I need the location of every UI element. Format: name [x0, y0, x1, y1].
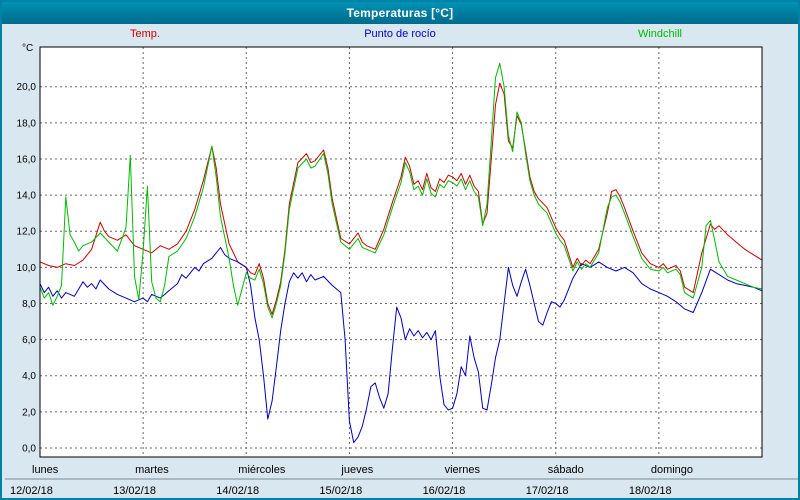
y-tick-label: 18,0	[17, 118, 37, 129]
chart-legend: Temp. Punto de rocío Windchill	[2, 28, 798, 44]
x-day-name: jueves	[340, 464, 373, 476]
x-day-name: domingo	[651, 464, 693, 476]
y-tick-label: 2,0	[22, 407, 36, 418]
y-tick-label: 0,0	[22, 443, 36, 454]
y-axis-unit-label: °C	[22, 43, 33, 54]
x-day-date: 16/02/18	[423, 485, 466, 497]
y-tick-label: 4,0	[22, 371, 36, 382]
series-line-1	[39, 247, 763, 444]
y-tick-label: 20,0	[17, 82, 37, 93]
x-day-date: 18/02/18	[629, 485, 672, 497]
x-day-name: martes	[135, 464, 169, 476]
x-day-date: 14/02/18	[216, 485, 259, 497]
x-day-name: viernes	[445, 464, 481, 476]
y-tick-label: 14,0	[17, 191, 37, 202]
x-day-name: sábado	[548, 464, 584, 476]
y-tick-label: 12,0	[17, 227, 37, 238]
legend-windchill: Windchill	[637, 28, 682, 40]
series-line-0	[39, 82, 763, 315]
x-day-date: 15/02/18	[319, 485, 362, 497]
legend-temp: Temp.	[130, 28, 160, 40]
plot-border	[39, 46, 763, 458]
y-tick-label: 10,0	[17, 263, 37, 274]
x-day-name: lunes	[32, 464, 59, 476]
window-title: Temperaturas [°C]	[2, 2, 798, 24]
legend-dewpoint: Punto de rocío	[364, 28, 436, 40]
series-line-2	[39, 62, 763, 319]
y-tick-label: 8,0	[22, 299, 36, 310]
y-tick-label: 16,0	[17, 154, 37, 165]
x-day-date: 13/02/18	[113, 485, 156, 497]
x-day-name: miércoles	[238, 464, 286, 476]
x-day-date: 12/02/18	[10, 485, 53, 497]
y-tick-label: 6,0	[22, 335, 36, 346]
x-day-date: 17/02/18	[526, 485, 569, 497]
